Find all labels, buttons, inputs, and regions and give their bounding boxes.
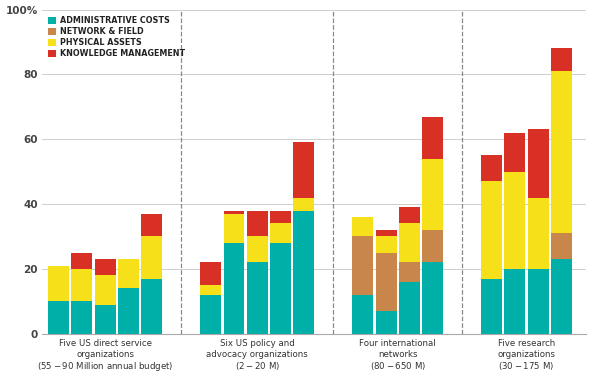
Bar — [352, 217, 373, 236]
Bar — [141, 214, 162, 236]
Bar — [293, 143, 314, 197]
Bar — [270, 243, 291, 334]
Bar — [270, 224, 291, 243]
Bar — [504, 269, 525, 334]
Bar — [422, 230, 443, 262]
Bar — [527, 130, 549, 197]
Bar — [141, 279, 162, 334]
Bar — [376, 236, 397, 253]
Bar — [48, 301, 69, 334]
Bar — [352, 236, 373, 295]
Bar — [72, 301, 92, 334]
Bar — [551, 49, 572, 71]
Bar — [399, 262, 420, 282]
Bar — [422, 159, 443, 230]
Bar — [141, 236, 162, 279]
Bar — [527, 197, 549, 269]
Bar — [422, 116, 443, 159]
Bar — [247, 236, 268, 262]
Bar — [200, 295, 221, 334]
Bar — [376, 253, 397, 311]
Bar — [247, 262, 268, 334]
Bar — [504, 133, 525, 172]
Bar — [551, 259, 572, 334]
Bar — [224, 210, 244, 214]
Bar — [224, 214, 244, 243]
Bar — [72, 253, 92, 269]
Bar — [270, 210, 291, 224]
Bar — [376, 311, 397, 334]
Bar — [200, 262, 221, 285]
Bar — [72, 269, 92, 301]
Bar — [527, 269, 549, 334]
Bar — [481, 155, 502, 181]
Bar — [551, 71, 572, 233]
Bar — [95, 304, 115, 334]
Bar — [118, 288, 139, 334]
Bar — [95, 276, 115, 304]
Bar — [399, 207, 420, 224]
Bar — [399, 224, 420, 262]
Bar — [399, 282, 420, 334]
Bar — [551, 233, 572, 259]
Bar — [200, 285, 221, 295]
Bar — [422, 262, 443, 334]
Bar — [247, 210, 268, 236]
Bar — [481, 279, 502, 334]
Bar — [48, 266, 69, 301]
Bar — [293, 197, 314, 210]
Bar — [481, 181, 502, 279]
Bar — [376, 230, 397, 236]
Bar — [504, 172, 525, 269]
Bar — [224, 243, 244, 334]
Bar — [95, 259, 115, 276]
Bar — [293, 210, 314, 334]
Legend: ADMINISTRATIVE COSTS, NETWORK & FIELD, PHYSICAL ASSETS, KNOWLEDGE MANAGEMENT: ADMINISTRATIVE COSTS, NETWORK & FIELD, P… — [46, 14, 188, 61]
Bar — [352, 295, 373, 334]
Bar — [118, 259, 139, 288]
